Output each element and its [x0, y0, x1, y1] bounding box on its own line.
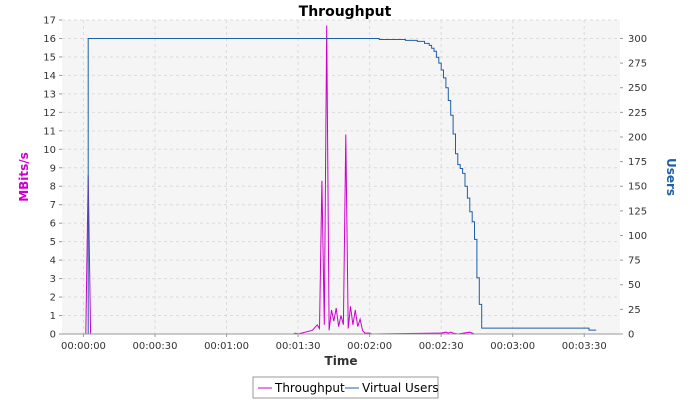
y-tick-label: 6 — [50, 219, 56, 230]
x-ticks: 00:00:00 00:00:30 00:01:00 00:01:30 00:02:00… — [61, 334, 607, 352]
x-tick-label: 00:03:30 — [562, 341, 607, 352]
y2-ticks: 0 25 50 75 100 125 150 175 200 225 250 275 300 — [620, 34, 647, 341]
y-tick-label: 17 — [43, 16, 56, 27]
y-tick-label: 7 — [50, 200, 56, 211]
y2-tick-label: 300 — [628, 34, 647, 45]
y-tick-label: 0 — [50, 330, 56, 341]
x-tick-label: 00:00:00 — [61, 341, 106, 352]
y2-tick-label: 150 — [628, 182, 647, 193]
x-tick-label: 00:00:30 — [133, 341, 178, 352]
chart-title: Throughput — [299, 4, 392, 20]
legend-label-virtual-users: Virtual Users — [362, 381, 439, 395]
throughput-line — [76, 25, 599, 335]
y-tick-label: 15 — [43, 52, 56, 63]
y-axis-title: MBits/s — [17, 152, 31, 202]
y2-tick-label: 250 — [628, 83, 647, 94]
grid — [62, 19, 620, 335]
y-tick-label: 4 — [50, 256, 56, 267]
y2-tick-label: 100 — [628, 231, 647, 242]
x-tick-label: 00:01:00 — [204, 341, 249, 352]
legend-label-throughput: Throughput — [274, 381, 345, 395]
y2-tick-label: 225 — [628, 108, 647, 119]
y2-tick-label: 25 — [628, 305, 641, 316]
y-tick-label: 16 — [43, 34, 56, 45]
legend: Throughput Virtual Users — [252, 376, 439, 399]
x-tick-label: 00:01:30 — [276, 341, 321, 352]
x-tick-label: 00:03:00 — [490, 341, 535, 352]
x-tick-label: 00:02:00 — [347, 341, 392, 352]
y2-axis-title: Users — [664, 158, 678, 196]
y2-tick-label: 275 — [628, 59, 647, 70]
y2-tick-label: 75 — [628, 256, 641, 267]
y2-tick-label: 200 — [628, 132, 647, 143]
y-tick-label: 14 — [43, 71, 56, 82]
y-tick-label: 9 — [50, 163, 56, 174]
virtual-users-line — [85, 38, 597, 335]
y-tick-label: 1 — [50, 311, 56, 322]
series-layer — [76, 25, 599, 335]
y-tick-label: 13 — [43, 89, 56, 100]
y-tick-label: 3 — [50, 274, 56, 285]
y2-tick-label: 0 — [628, 330, 634, 341]
y-tick-label: 11 — [43, 126, 56, 137]
y-tick-label: 5 — [50, 237, 56, 248]
plot-background — [62, 20, 620, 334]
y-tick-label: 12 — [43, 108, 56, 119]
x-tick-label: 00:02:30 — [419, 341, 464, 352]
x-axis-title: Time — [325, 354, 358, 368]
y-tick-label: 8 — [50, 182, 56, 193]
y2-tick-label: 175 — [628, 157, 647, 168]
y-tick-label: 10 — [43, 145, 56, 156]
y2-tick-label: 125 — [628, 206, 647, 217]
y2-tick-label: 50 — [628, 280, 641, 291]
y-tick-label: 2 — [50, 293, 56, 304]
